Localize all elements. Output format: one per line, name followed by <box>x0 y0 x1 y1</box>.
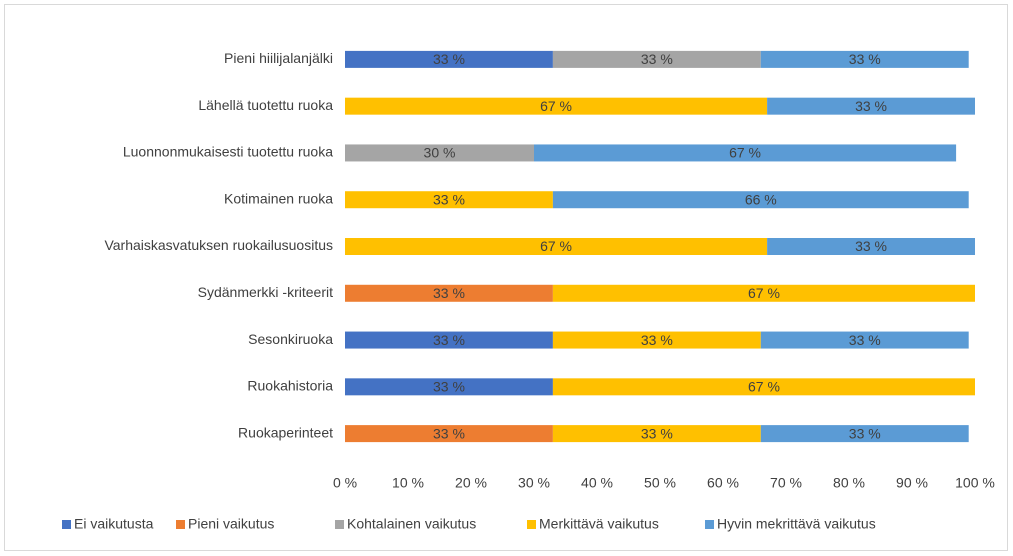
bar-segment <box>552 331 761 349</box>
bar-segment <box>345 144 534 162</box>
data-label: 67 % <box>540 98 572 114</box>
legend-swatch <box>705 520 714 529</box>
data-label: 33 % <box>433 285 465 301</box>
bar-segment <box>767 238 975 255</box>
bar-segment <box>552 191 969 209</box>
bar-segment <box>345 97 768 115</box>
data-label: 33 % <box>433 332 465 348</box>
y-tick-label: Ruokaperinteet <box>238 424 333 440</box>
data-label: 30 % <box>424 145 456 161</box>
x-tick-label: 90 % <box>896 475 928 491</box>
bar-segment <box>345 191 553 209</box>
data-label: 33 % <box>641 332 673 348</box>
x-tick-label: 80 % <box>833 475 865 491</box>
bar-segment <box>760 425 969 443</box>
y-tick-label: Pieni hiilijalanjälki <box>224 50 333 66</box>
y-tick-label: Luonnonmukaisesti tuotettu ruoka <box>123 144 333 160</box>
legend-swatch <box>527 520 536 529</box>
bar-segment <box>767 97 975 115</box>
data-label: 33 % <box>641 51 673 67</box>
y-tick-label: Sydänmerkki -kriteerit <box>198 284 333 300</box>
chart-frame <box>4 4 1008 551</box>
x-tick-label: 50 % <box>644 475 676 491</box>
x-tick-label: 20 % <box>455 475 487 491</box>
legend-swatch <box>62 520 71 529</box>
bar-segment <box>345 425 553 443</box>
data-label: 66 % <box>745 191 777 207</box>
data-label: 67 % <box>729 145 761 161</box>
x-tick-label: 40 % <box>581 475 613 491</box>
bar-segment <box>552 425 761 443</box>
data-label: 33 % <box>433 191 465 207</box>
data-label: 33 % <box>433 425 465 441</box>
bar-segment <box>345 284 553 302</box>
bar-segment <box>552 284 975 302</box>
y-tick-label: Kotimainen ruoka <box>224 190 333 206</box>
legend-label: Pieni vaikutus <box>188 516 274 532</box>
legend-swatch <box>176 520 185 529</box>
data-label: 33 % <box>433 51 465 67</box>
y-tick-label: Varhaiskasvatuksen ruokailusuositus <box>104 237 333 253</box>
data-label: 33 % <box>855 98 887 114</box>
legend-label: Merkittävä vaikutus <box>539 516 659 532</box>
legend-label: Hyvin mekrittävä vaikutus <box>717 516 876 532</box>
data-label: 33 % <box>433 379 465 395</box>
y-tick-label: Ruokahistoria <box>247 378 333 394</box>
data-label: 67 % <box>748 379 780 395</box>
legend-swatch <box>335 520 344 529</box>
bar-segment <box>552 378 975 396</box>
x-tick-label: 100 % <box>955 475 995 491</box>
bar-segment <box>534 144 957 162</box>
x-tick-label: 10 % <box>392 475 424 491</box>
y-tick-label: Lähellä tuotettu ruoka <box>198 97 333 113</box>
x-tick-label: 60 % <box>707 475 739 491</box>
x-tick-label: 70 % <box>770 475 802 491</box>
bar-segment <box>760 50 969 68</box>
legend-label: Ei vaikutusta <box>74 516 154 532</box>
data-label: 67 % <box>748 285 780 301</box>
data-label: 33 % <box>849 51 881 67</box>
legend-label: Kohtalainen vaikutus <box>347 516 476 532</box>
data-label: 67 % <box>540 238 572 254</box>
data-label: 33 % <box>641 425 673 441</box>
bar-segment <box>345 50 553 68</box>
x-tick-label: 30 % <box>518 475 550 491</box>
data-label: 33 % <box>855 238 887 254</box>
bar-segment <box>345 331 553 349</box>
y-tick-label: Sesonkiruoka <box>248 331 333 347</box>
bar-segment <box>552 50 761 68</box>
data-label: 33 % <box>849 332 881 348</box>
bar-segment <box>345 378 553 396</box>
data-label: 33 % <box>849 425 881 441</box>
bar-segment <box>760 331 969 349</box>
bar-segment <box>345 238 768 255</box>
x-tick-label: 0 % <box>333 475 357 491</box>
